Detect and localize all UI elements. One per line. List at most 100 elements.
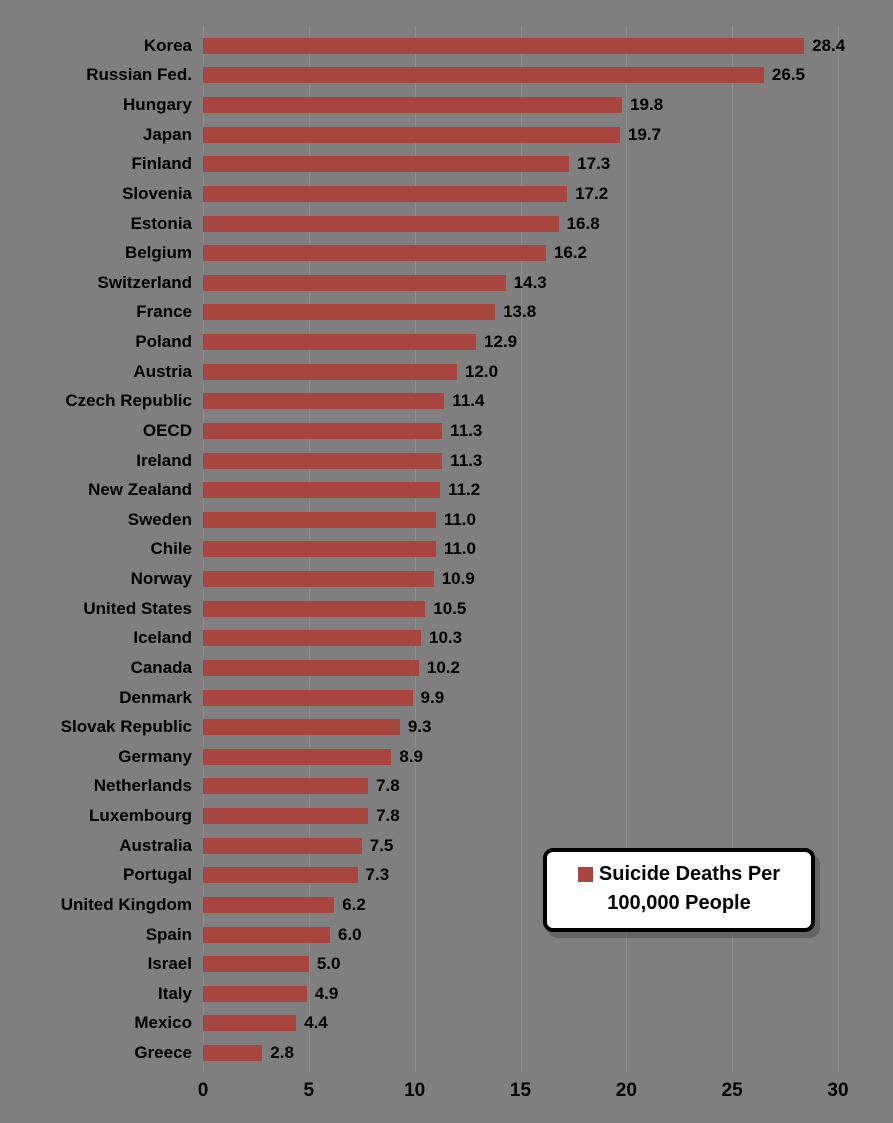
category-label: Israel	[147, 954, 192, 974]
bar	[203, 67, 764, 84]
value-label: 11.0	[443, 539, 476, 559]
value-label: 28.4	[812, 35, 846, 55]
value-label: 6.0	[338, 924, 362, 944]
x-tick-label: 15	[509, 1080, 532, 1101]
bar-row: Switzerland 14.3	[0, 268, 893, 298]
bar-track: 2.8	[203, 1043, 863, 1063]
category-label: Chile	[150, 539, 192, 559]
bar	[203, 896, 335, 913]
bar-track: 7.8	[203, 806, 863, 826]
bar-track: 19.7	[203, 125, 863, 145]
value-label: 4.9	[314, 983, 339, 1003]
category-label: United States	[83, 598, 192, 618]
category-label: Poland	[135, 332, 192, 352]
bar	[203, 541, 436, 558]
category-label: Slovenia	[122, 183, 192, 203]
bar-row: Slovak Republic 9.3	[0, 712, 893, 742]
bar-row: Estonia 16.8	[0, 209, 893, 239]
category-label: Australia	[119, 835, 192, 855]
bar-track: 10.9	[203, 569, 863, 589]
bar-track: 4.4	[203, 1013, 863, 1033]
bar-track: 10.2	[203, 658, 863, 678]
value-label: 26.5	[771, 65, 805, 85]
category-label: Canada	[130, 657, 192, 677]
category-label: Russian Fed.	[86, 65, 192, 85]
bar-row: Poland 12.9	[0, 327, 893, 357]
bar-row: France 13.8	[0, 298, 893, 328]
bar-track: 7.3	[203, 865, 863, 885]
bar-row: Sweden 11.0	[0, 505, 893, 535]
category-label: Spain	[145, 924, 192, 944]
category-label: Mexico	[134, 1013, 192, 1033]
x-tick-label: 5	[303, 1080, 315, 1101]
x-tick-label: 0	[197, 1080, 209, 1101]
value-label: 10.3	[429, 628, 463, 648]
bar	[203, 393, 445, 410]
gridline	[838, 26, 839, 1072]
value-label: 7.5	[369, 835, 394, 855]
bar-row: Netherlands 7.8	[0, 772, 893, 802]
category-label: Luxembourg	[89, 806, 192, 826]
value-label: 7.8	[376, 806, 400, 826]
bar-row: Ireland 11.3	[0, 446, 893, 476]
bar	[203, 334, 477, 351]
value-label: 13.8	[503, 302, 537, 322]
bar-track: 7.5	[203, 836, 863, 856]
category-label: Switzerland	[97, 272, 192, 292]
gridline	[520, 26, 522, 1072]
value-label: 11.3	[450, 420, 483, 440]
category-label: Denmark	[119, 687, 192, 707]
bar	[203, 452, 443, 469]
category-label: United Kingdom	[60, 894, 192, 914]
bar-row: Portugal 7.3	[0, 861, 893, 891]
category-label: Czech Republic	[65, 391, 192, 411]
bar-track: 17.2	[203, 184, 863, 204]
bar-row: Canada 10.2	[0, 653, 893, 683]
bar	[203, 600, 426, 617]
bar	[203, 985, 307, 1002]
value-label: 17.3	[577, 154, 611, 174]
value-label: 12.0	[465, 361, 499, 381]
bar-track: 14.3	[203, 273, 863, 293]
x-tick-label: 20	[615, 1080, 637, 1101]
bar	[203, 837, 362, 854]
bar	[203, 571, 434, 588]
x-tick-label: 25	[721, 1080, 743, 1101]
category-label: Austria	[133, 361, 192, 381]
value-label: 19.7	[627, 124, 662, 144]
value-label: 11.2	[448, 480, 481, 500]
bar-row: Mexico 4.4	[0, 1009, 893, 1039]
bar	[203, 97, 623, 114]
value-label: 7.8	[376, 776, 400, 796]
bar-track: 5.0	[203, 954, 863, 974]
bar-row: Germany 8.9	[0, 742, 893, 772]
bar-track: 12.0	[203, 362, 863, 382]
legend-label-line2: 100,000 People	[607, 892, 751, 914]
value-label: 4.4	[304, 1013, 328, 1033]
bar-row: OECD 11.3	[0, 416, 893, 446]
bar	[203, 748, 392, 765]
bar	[203, 482, 441, 499]
bar	[203, 926, 330, 943]
bar-row: Spain 6.0	[0, 920, 893, 950]
bar	[203, 126, 620, 143]
bar-row: Japan 19.7	[0, 120, 893, 150]
bar-track: 7.8	[203, 776, 863, 796]
bar-track: 11.3	[203, 451, 863, 471]
bar-track: 6.2	[203, 895, 863, 915]
bar	[203, 1015, 297, 1032]
bar	[203, 245, 546, 262]
legend-entry: Suicide Deaths Per	[557, 860, 801, 889]
category-label: Portugal	[123, 865, 192, 885]
gridline	[732, 26, 734, 1072]
bar-track: 11.0	[203, 539, 863, 559]
bar-row: Austria 12.0	[0, 357, 893, 387]
bar-track: 16.8	[203, 214, 863, 234]
bar-row: Korea 28.4	[0, 31, 893, 61]
category-label: Finland	[131, 154, 192, 174]
bar-track: 11.4	[203, 391, 863, 411]
value-label: 8.9	[399, 746, 424, 766]
category-label: OECD	[142, 420, 192, 440]
value-label: 16.2	[553, 243, 587, 263]
